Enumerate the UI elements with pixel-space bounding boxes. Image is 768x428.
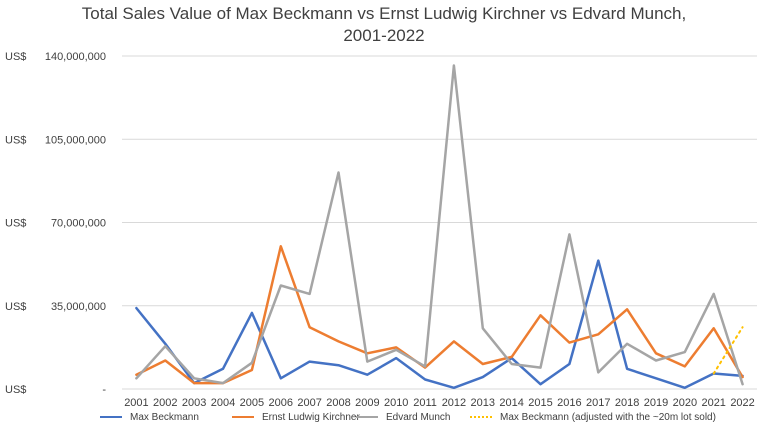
x-tick-label: 2002 <box>153 397 177 409</box>
y-tick-prefix: US$ <box>5 218 26 230</box>
x-tick-label: 2001 <box>124 397 148 409</box>
y-tick-prefix: US$ <box>5 134 26 146</box>
x-tick-label: 2007 <box>297 397 321 409</box>
y-tick-label: 35,000,000 <box>51 301 106 313</box>
y-tick-label: 105,000,000 <box>45 134 106 146</box>
x-tick-label: 2014 <box>499 397 523 409</box>
series-line-1 <box>135 245 744 385</box>
y-tick-prefix: US$ <box>5 384 26 396</box>
x-tick-label: 2010 <box>384 397 408 409</box>
y-tick-label: - <box>102 384 106 396</box>
legend-item-max-beckmann: Max Beckmann <box>100 412 199 423</box>
x-tick-label: 2004 <box>211 397 235 409</box>
x-tick-label: 2005 <box>240 397 264 409</box>
series-line-2 <box>135 64 744 386</box>
chart-title-line-1: Total Sales Value of Max Beckmann vs Ern… <box>81 4 687 23</box>
legend-label: Max Beckmann <box>130 412 199 423</box>
legend-label: Max Beckmann (adjusted with the ~20m lot… <box>500 412 716 423</box>
legend-swatch <box>470 416 492 419</box>
x-tick-label: 2013 <box>471 397 495 409</box>
chart-legend: Max Beckmann Ernst Ludwig Kirchner Edvar… <box>100 412 768 426</box>
legend-label: Edvard Munch <box>386 412 451 423</box>
legend-item-kirchner: Ernst Ludwig Kirchner <box>232 412 360 423</box>
x-tick-label: 2022 <box>730 397 754 409</box>
y-tick-prefix: US$ <box>5 51 26 63</box>
series-line-0 <box>135 259 744 390</box>
x-tick-label: 2021 <box>701 397 725 409</box>
legend-label: Ernst Ludwig Kirchner <box>262 412 360 423</box>
legend-swatch <box>232 416 254 419</box>
chart-title-line-2: 2001-2022 <box>343 26 425 45</box>
x-tick-label: 2008 <box>326 397 350 409</box>
x-tick-label: 2015 <box>528 397 552 409</box>
x-tick-label: 2019 <box>644 397 668 409</box>
legend-item-munch: Edvard Munch <box>356 412 450 423</box>
x-tick-label: 2020 <box>673 397 697 409</box>
x-tick-label: 2017 <box>586 397 610 409</box>
x-tick-label: 2018 <box>615 397 639 409</box>
x-tick-label: 2016 <box>557 397 581 409</box>
legend-swatch <box>356 416 378 419</box>
legend-swatch <box>100 416 122 419</box>
y-tick-prefix: US$ <box>5 301 26 313</box>
legend-item-beckmann-adjusted: Max Beckmann (adjusted with the ~20m lot… <box>470 412 716 423</box>
y-tick-label: 70,000,000 <box>51 218 106 230</box>
x-tick-label: 2006 <box>269 397 293 409</box>
x-tick-label: 2012 <box>442 397 466 409</box>
x-tick-label: 2011 <box>413 397 437 409</box>
y-tick-label: 140,000,000 <box>45 51 106 63</box>
x-tick-label: 2009 <box>355 397 379 409</box>
x-tick-label: 2003 <box>182 397 206 409</box>
